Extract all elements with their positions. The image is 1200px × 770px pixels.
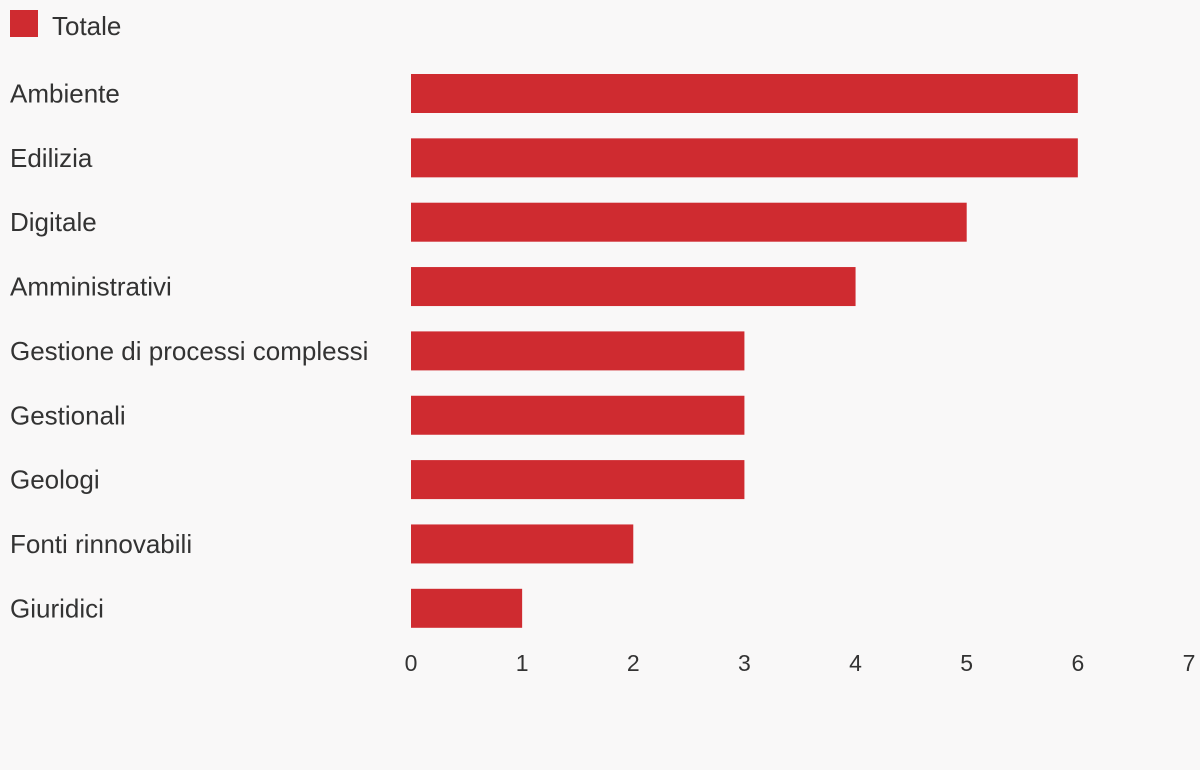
- x-tick-label-4: 4: [849, 650, 862, 676]
- bars: [411, 74, 1078, 628]
- bar-giuridici: [411, 588, 523, 628]
- bar-ambiente: [411, 74, 1078, 113]
- x-tick-label-1: 1: [516, 650, 529, 676]
- category-label-amministrativi: Amministrativi: [10, 272, 172, 302]
- category-label-gestionali: Gestionali: [10, 400, 126, 430]
- bar-edilizia: [411, 138, 1078, 178]
- category-label-geologi: Geologi: [10, 465, 100, 495]
- legend-label-totale: Totale: [52, 11, 121, 41]
- legend: Totale: [10, 10, 121, 41]
- category-label-gestione-di-processi-complessi: Gestione di processi complessi: [10, 336, 368, 366]
- x-tick-label-7: 7: [1183, 650, 1196, 676]
- category-label-ambiente: Ambiente: [10, 79, 120, 109]
- bar-amministrativi: [411, 267, 856, 307]
- x-tick-label-3: 3: [738, 650, 751, 676]
- category-label-fonti-rinnovabili: Fonti rinnovabili: [10, 529, 192, 559]
- bar-gestione-di-processi-complessi: [411, 331, 745, 371]
- bar-geologi: [411, 460, 745, 500]
- x-tick-label-6: 6: [1071, 650, 1084, 676]
- category-label-edilizia: Edilizia: [10, 143, 93, 173]
- x-axis-ticks: 0 1 2 3 4 5 6 7: [405, 650, 1196, 676]
- category-labels: Ambiente Edilizia Digitale Amministrativi Ge…: [10, 79, 368, 624]
- x-tick-label-5: 5: [960, 650, 973, 676]
- x-tick-label-2: 2: [627, 650, 640, 676]
- bar-digitale: [411, 202, 967, 242]
- bar-fonti-rinnovabili: [411, 524, 634, 564]
- legend-swatch-totale: [10, 10, 38, 37]
- category-label-giuridici: Giuridici: [10, 593, 104, 623]
- x-tick-label-0: 0: [405, 650, 418, 676]
- bar-gestionali: [411, 395, 745, 435]
- category-label-digitale: Digitale: [10, 207, 97, 237]
